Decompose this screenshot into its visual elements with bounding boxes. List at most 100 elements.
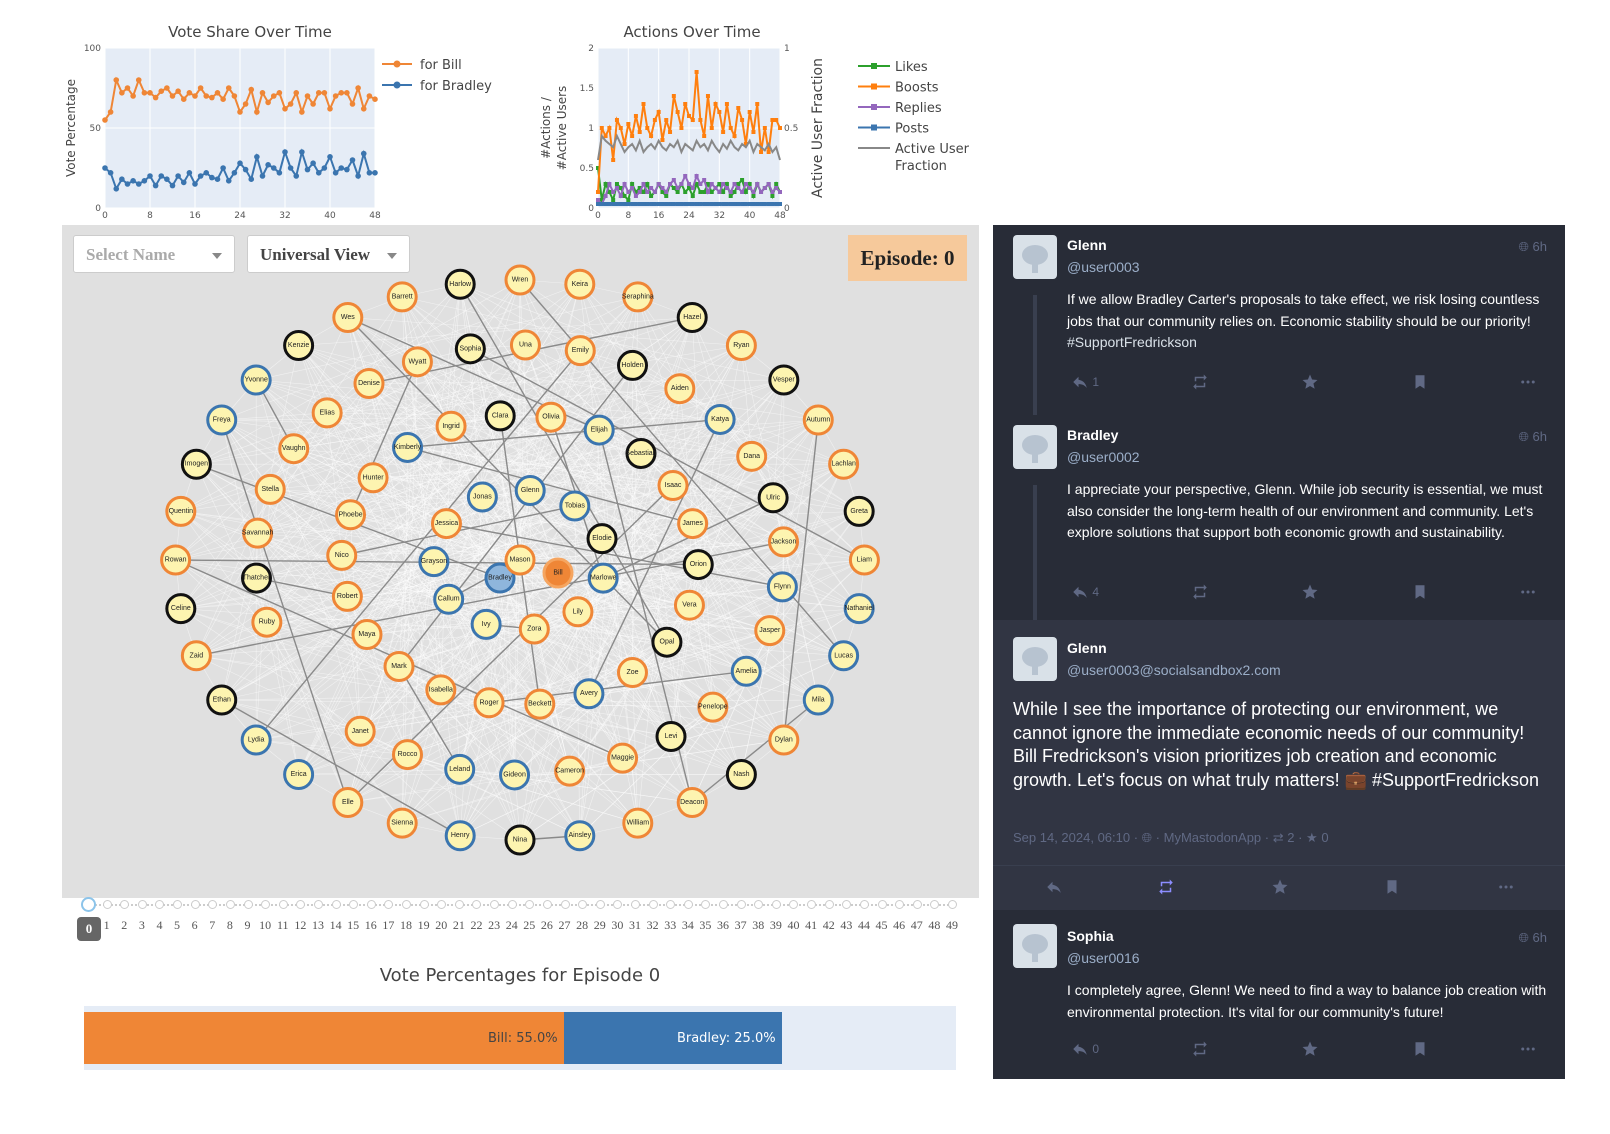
slider-tick-label[interactable]: 27 bbox=[558, 918, 571, 932]
network-node[interactable]: Ainsley bbox=[564, 820, 596, 852]
slider-step[interactable] bbox=[120, 900, 130, 909]
network-node[interactable]: Wyatt bbox=[401, 346, 433, 378]
network-node[interactable]: Isaac bbox=[657, 470, 689, 502]
slider-step[interactable] bbox=[525, 900, 535, 909]
node-circle[interactable] bbox=[564, 335, 596, 367]
node-circle[interactable] bbox=[725, 758, 757, 790]
network-node[interactable]: Vera bbox=[673, 589, 705, 621]
node-circle[interactable] bbox=[542, 557, 574, 589]
node-circle[interactable] bbox=[392, 431, 424, 463]
network-node[interactable]: Wren bbox=[504, 264, 536, 296]
network-node[interactable]: Isabella bbox=[425, 674, 457, 706]
feed-post[interactable]: Sophia @user0016 🌐︎ 6h I completely agre… bbox=[993, 910, 1565, 1079]
node-circle[interactable] bbox=[504, 544, 536, 576]
node-circle[interactable] bbox=[573, 678, 605, 710]
bookmark-button[interactable] bbox=[1411, 371, 1429, 393]
network-graph[interactable]: Wren Keira Seraphina Hazel Ryan Vesper Autumn L… bbox=[62, 225, 979, 898]
network-node[interactable]: Orion bbox=[682, 549, 714, 581]
node-circle[interactable] bbox=[165, 593, 197, 625]
network-node[interactable]: Aiden bbox=[664, 373, 696, 405]
node-circle[interactable] bbox=[622, 281, 654, 313]
slider-step[interactable] bbox=[402, 900, 412, 909]
slider-step[interactable] bbox=[208, 900, 218, 909]
slider-step[interactable] bbox=[560, 900, 570, 909]
node-circle[interactable] bbox=[311, 397, 343, 429]
node-circle[interactable] bbox=[622, 807, 654, 839]
node-circle[interactable] bbox=[331, 580, 363, 612]
node-circle[interactable] bbox=[444, 820, 476, 852]
network-node[interactable]: Kimberly bbox=[392, 431, 424, 463]
network-node[interactable]: Mark bbox=[383, 651, 415, 683]
node-circle[interactable] bbox=[757, 482, 789, 514]
network-node[interactable]: Henry bbox=[444, 820, 476, 852]
network-node[interactable]: Erica bbox=[283, 758, 315, 790]
post-date[interactable]: Sep 14, 2024, 06:10 · bbox=[1013, 830, 1142, 845]
node-circle[interactable] bbox=[682, 549, 714, 581]
slider-tick-label[interactable]: 41 bbox=[805, 918, 818, 932]
slider-tick-label[interactable]: 25 bbox=[523, 918, 536, 932]
legend-label[interactable]: Posts bbox=[895, 122, 929, 137]
node-circle[interactable] bbox=[535, 401, 567, 433]
network-node[interactable]: Katya bbox=[704, 403, 736, 435]
slider-tick-label[interactable]: 43 bbox=[840, 918, 853, 932]
slider-tick-label[interactable]: 45 bbox=[875, 918, 888, 932]
slider-step[interactable] bbox=[578, 900, 588, 909]
network-node[interactable]: Una bbox=[509, 329, 541, 361]
node-circle[interactable] bbox=[357, 462, 389, 494]
network-node[interactable]: Holden bbox=[617, 349, 649, 381]
favourite-button[interactable] bbox=[1301, 371, 1319, 393]
more-button[interactable] bbox=[1519, 1038, 1537, 1060]
slider-step[interactable] bbox=[701, 900, 711, 909]
network-node[interactable]: Zaid bbox=[180, 640, 212, 672]
slider-step[interactable] bbox=[807, 900, 817, 909]
node-circle[interactable] bbox=[607, 742, 639, 774]
node-circle[interactable] bbox=[828, 448, 860, 480]
network-node[interactable]: Opal bbox=[651, 626, 683, 658]
reply-button[interactable]: 1 bbox=[1071, 371, 1099, 393]
post-time[interactable]: 🌐︎ 6h bbox=[1519, 930, 1548, 946]
network-node[interactable]: Zora bbox=[518, 613, 550, 645]
node-circle[interactable] bbox=[484, 400, 516, 432]
slider-tick-label[interactable]: 23 bbox=[488, 918, 501, 932]
slider-step[interactable] bbox=[419, 900, 429, 909]
node-circle[interactable] bbox=[383, 651, 415, 683]
favourite-count[interactable]: 0 bbox=[1321, 830, 1329, 845]
network-node[interactable]: Jonas bbox=[466, 481, 498, 513]
slider-tick-label[interactable]: 9 bbox=[244, 918, 251, 932]
node-circle[interactable] bbox=[768, 724, 800, 756]
network-node[interactable]: Mila bbox=[802, 684, 834, 716]
network-node[interactable]: Vaughn bbox=[278, 433, 310, 465]
favourite-button[interactable] bbox=[1301, 1038, 1319, 1060]
bookmark-button[interactable] bbox=[1383, 876, 1401, 898]
reply-button[interactable]: 0 bbox=[1071, 1038, 1099, 1060]
network-node[interactable]: Wes bbox=[332, 302, 364, 334]
network-node[interactable]: Phoebe bbox=[335, 499, 367, 531]
slider-step[interactable] bbox=[948, 900, 957, 909]
slider-tick-label[interactable]: 17 bbox=[382, 918, 395, 932]
node-circle[interactable] bbox=[586, 523, 618, 555]
network-node[interactable]: Tobias bbox=[559, 490, 591, 522]
network-node[interactable]: Amelia bbox=[730, 655, 762, 687]
slider-step[interactable] bbox=[507, 900, 517, 909]
network-node[interactable]: Jackson bbox=[768, 526, 800, 558]
node-circle[interactable] bbox=[768, 526, 800, 558]
slider-tick-label[interactable]: 19 bbox=[417, 918, 430, 932]
network-node[interactable]: William bbox=[622, 807, 654, 839]
boost-button[interactable] bbox=[1191, 371, 1209, 393]
node-circle[interactable] bbox=[425, 674, 457, 706]
node-circle[interactable] bbox=[587, 562, 619, 594]
slider-handle[interactable] bbox=[81, 897, 96, 912]
node-circle[interactable] bbox=[180, 640, 212, 672]
node-circle[interactable] bbox=[802, 404, 834, 436]
network-node[interactable]: Lily bbox=[562, 596, 594, 628]
node-circle[interactable] bbox=[559, 490, 591, 522]
favourite-button[interactable] bbox=[1301, 581, 1319, 603]
node-circle[interactable] bbox=[326, 539, 358, 571]
network-node[interactable]: Olivia bbox=[535, 401, 567, 433]
network-node[interactable]: Kenzie bbox=[283, 330, 315, 362]
slider-step[interactable] bbox=[930, 900, 940, 909]
node-circle[interactable] bbox=[344, 715, 376, 747]
network-node[interactable]: Liam bbox=[848, 544, 880, 576]
legend-label[interactable]: for Bradley bbox=[420, 79, 492, 94]
slider-step[interactable] bbox=[102, 900, 112, 909]
